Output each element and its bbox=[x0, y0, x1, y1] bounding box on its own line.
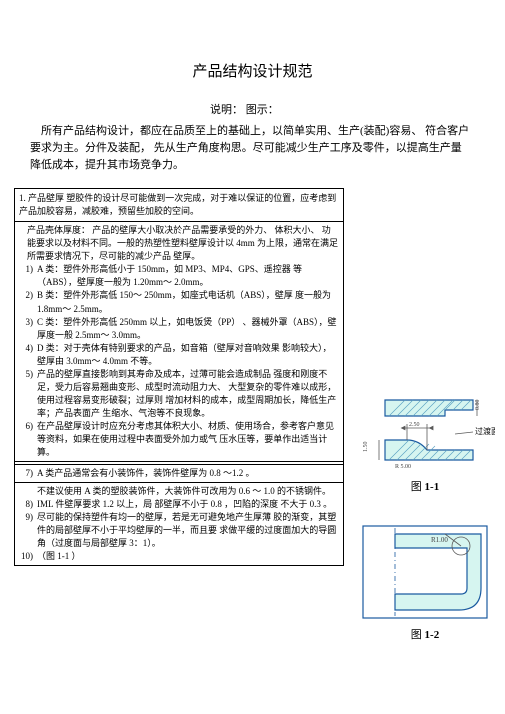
list-item: 不建议使用 A 类的塑胶装饰件，大装饰件可改用为 0.6 ～ 1.0 的不锈钢件… bbox=[19, 485, 339, 498]
list-item: 6)在产品壁厚设计时应充分考虑其体积大小、材质、使用场合，参考客户意见等资料，如… bbox=[19, 420, 339, 459]
figure-1-1: 2.50 1.50 0.80 R 5.00 过渡面 图 1-1 bbox=[355, 394, 495, 494]
section-1-body: 产品壳体厚度： 产品的壁厚大小取决於产品需要承受的外力、 体积大小、 功能要求以… bbox=[19, 224, 339, 263]
list-item: 3)C 类：塑件外形高低 250mm 以上，如电饭煲（PP） 、器械外罩（ABS… bbox=[19, 316, 339, 342]
list-item: 8)IML 件壁厚要求 1.2 以上，局 部壁厚不小于 0.8 ，凹陷的深度 不… bbox=[19, 498, 339, 511]
list-item: 1)A 类：塑件外形高低小于 150mm，如 MP3、MP4、GPS、遥控器 等… bbox=[19, 263, 339, 289]
list-item: 4)D 类：对于壳体有特别要求的产品，如音箱（壁厚对音响效果 影响较大），壁厚由… bbox=[19, 342, 339, 368]
dim-1-50: 1.50 bbox=[363, 442, 369, 453]
spec-table: 1. 产品壁厚 塑胶件的设计尽可能做到一次完成，对于难以保证的位置，应考虑到产品… bbox=[14, 188, 344, 566]
intro-label: 说明： 图示： bbox=[0, 101, 505, 123]
figure-1-1-label: 图 1-1 bbox=[355, 472, 495, 494]
list-item: 7)A 类产品通常会有小装饰件，装饰件壁厚为 0.8 ～1.2 。 bbox=[15, 464, 343, 483]
list-item: 5)产品的壁厚直接影响到其寿命及成本，过薄可能会造成制品 强度和刚度不足，受力后… bbox=[19, 368, 339, 420]
label-transition: 过渡面 bbox=[475, 426, 495, 436]
list-item: 9)尽可能的保持塑件有均一的壁厚，若是无可避免地产生厚薄 胶的渐变，其塑件的局部… bbox=[19, 511, 339, 550]
dim-0-80: 0.80 bbox=[475, 400, 481, 411]
section-1-head: 1. 产品壁厚 塑胶件的设计尽可能做到一次完成，对于难以保证的位置，应考虑到产品… bbox=[15, 189, 343, 222]
page-title: 产品结构设计规范 bbox=[0, 0, 505, 101]
list-item: 10)（图 1-1 ） bbox=[19, 550, 339, 563]
dim-r5: R 5.00 bbox=[395, 464, 411, 470]
list-item: 2)B 类：塑件外形高低 150～ 250mm，如座式电话机（ABS），壁厚 度… bbox=[19, 289, 339, 315]
intro-text: 所有产品结构设计，都应在品质至上的基础上，以简单实用、生产(装配)容易、 符合客… bbox=[0, 123, 505, 174]
figure-1-2: R1.00 图 1-2 bbox=[361, 524, 489, 642]
figure-1-2-label: 图 1-2 bbox=[361, 620, 489, 642]
dim-r1: R1.00 bbox=[431, 536, 448, 544]
dim-2-50: 2.50 bbox=[409, 422, 420, 428]
section-1-body-block: 产品壳体厚度： 产品的壁厚大小取决於产品需要承受的外力、 体积大小、 功能要求以… bbox=[15, 222, 343, 462]
